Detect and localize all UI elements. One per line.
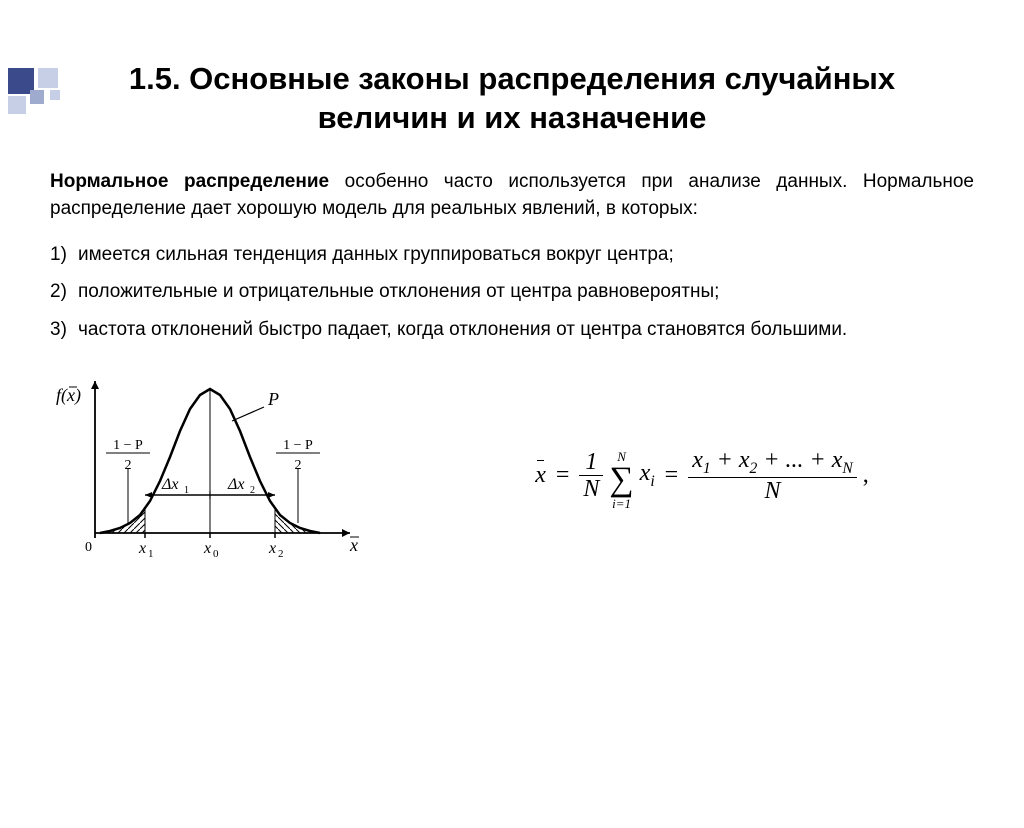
slide-title: 1.5. Основные законы распределения случа… (60, 60, 964, 138)
list-item: 1)имеется сильная тенденция данных групп… (50, 241, 974, 269)
svg-text:f(x): f(x) (56, 385, 81, 406)
body-text: Нормальное распределение особенно часто … (50, 168, 974, 344)
svg-text:x: x (138, 540, 146, 557)
bell-curve-chart: f(x)0xx1x0x2Δx1Δx2P1 − P21 − P2 (50, 373, 370, 578)
mean-formula: x=1NN∑i=1xi=x1 + x2 + ... + xNN, (430, 441, 974, 510)
svg-text:Δx: Δx (227, 476, 245, 493)
corner-decoration (0, 60, 100, 120)
intro-paragraph: Нормальное распределение особенно часто … (50, 168, 974, 223)
svg-text:1: 1 (184, 485, 189, 496)
list-number: 3) (50, 316, 78, 344)
list-number: 1) (50, 241, 78, 269)
numbered-list: 1)имеется сильная тенденция данных групп… (50, 241, 974, 344)
svg-text:0: 0 (85, 540, 92, 555)
svg-text:2: 2 (278, 548, 284, 560)
list-text: положительные и отрицательные отклонения… (78, 278, 974, 306)
list-text: имеется сильная тенденция данных группир… (78, 241, 974, 269)
decor-square (38, 68, 58, 88)
svg-text:x: x (203, 540, 211, 557)
svg-text:Δx: Δx (161, 476, 179, 493)
decor-square (50, 90, 60, 100)
svg-text:1 − P: 1 − P (283, 438, 313, 453)
figures-row: f(x)0xx1x0x2Δx1Δx2P1 − P21 − P2 x=1NN∑i=… (50, 373, 974, 578)
svg-text:P: P (267, 389, 279, 409)
svg-text:1 − P: 1 − P (113, 438, 143, 453)
svg-text:x: x (349, 535, 358, 555)
svg-text:1: 1 (148, 548, 154, 560)
intro-bold: Нормальное распределение (50, 171, 329, 192)
svg-text:2: 2 (250, 485, 255, 496)
list-text: частота отклонений быстро падает, когда … (78, 316, 974, 344)
list-number: 2) (50, 278, 78, 306)
svg-text:x: x (268, 540, 276, 557)
decor-square (30, 90, 44, 104)
svg-text:0: 0 (213, 548, 219, 560)
list-item: 3)частота отклонений быстро падает, когд… (50, 316, 974, 344)
list-item: 2)положительные и отрицательные отклонен… (50, 278, 974, 306)
decor-square (8, 96, 26, 114)
